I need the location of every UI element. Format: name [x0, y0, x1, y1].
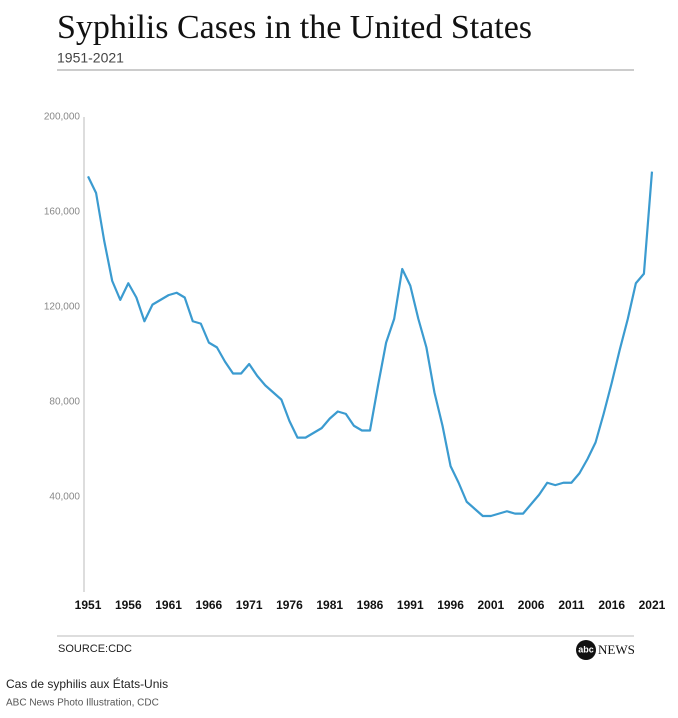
x-tick-label: 2016	[598, 598, 625, 612]
logo-text: NEWS	[598, 642, 635, 657]
chart-title: Syphilis Cases in the United States	[57, 9, 532, 46]
caption: Cas de syphilis aux États-Unis	[6, 676, 168, 691]
x-tick-label: 1981	[316, 598, 343, 612]
x-tick-label: 2006	[518, 598, 545, 612]
y-tick-label: 40,000	[49, 492, 80, 503]
y-tick-label: 120,000	[44, 302, 81, 313]
y-tick-label: 160,000	[44, 207, 81, 218]
x-tick-label: 1976	[276, 598, 303, 612]
source: SOURCE:CDC	[58, 643, 132, 655]
x-tick-label: 1966	[196, 598, 223, 612]
x-tick-label: 1971	[236, 598, 263, 612]
y-tick-label: 200,000	[44, 112, 81, 123]
logo-mark: abc	[578, 644, 594, 654]
x-tick-label: 1961	[155, 598, 182, 612]
x-tick-label: 2021	[639, 598, 666, 612]
chart-subtitle: 1951-2021	[57, 50, 124, 66]
x-tick-label: 2011	[558, 598, 584, 612]
x-tick-label: 1956	[115, 598, 142, 612]
x-tick-label: 1986	[357, 598, 384, 612]
x-tick-label: 2001	[477, 598, 504, 612]
credit: ABC News Photo Illustration, CDC	[6, 698, 159, 709]
y-tick-label: 80,000	[49, 397, 80, 408]
x-tick-label: 1951	[75, 598, 102, 612]
x-tick-label: 1991	[397, 598, 424, 612]
data-line	[87, 171, 654, 518]
logo-circle	[576, 640, 596, 660]
x-tick-label: 1996	[437, 598, 464, 612]
